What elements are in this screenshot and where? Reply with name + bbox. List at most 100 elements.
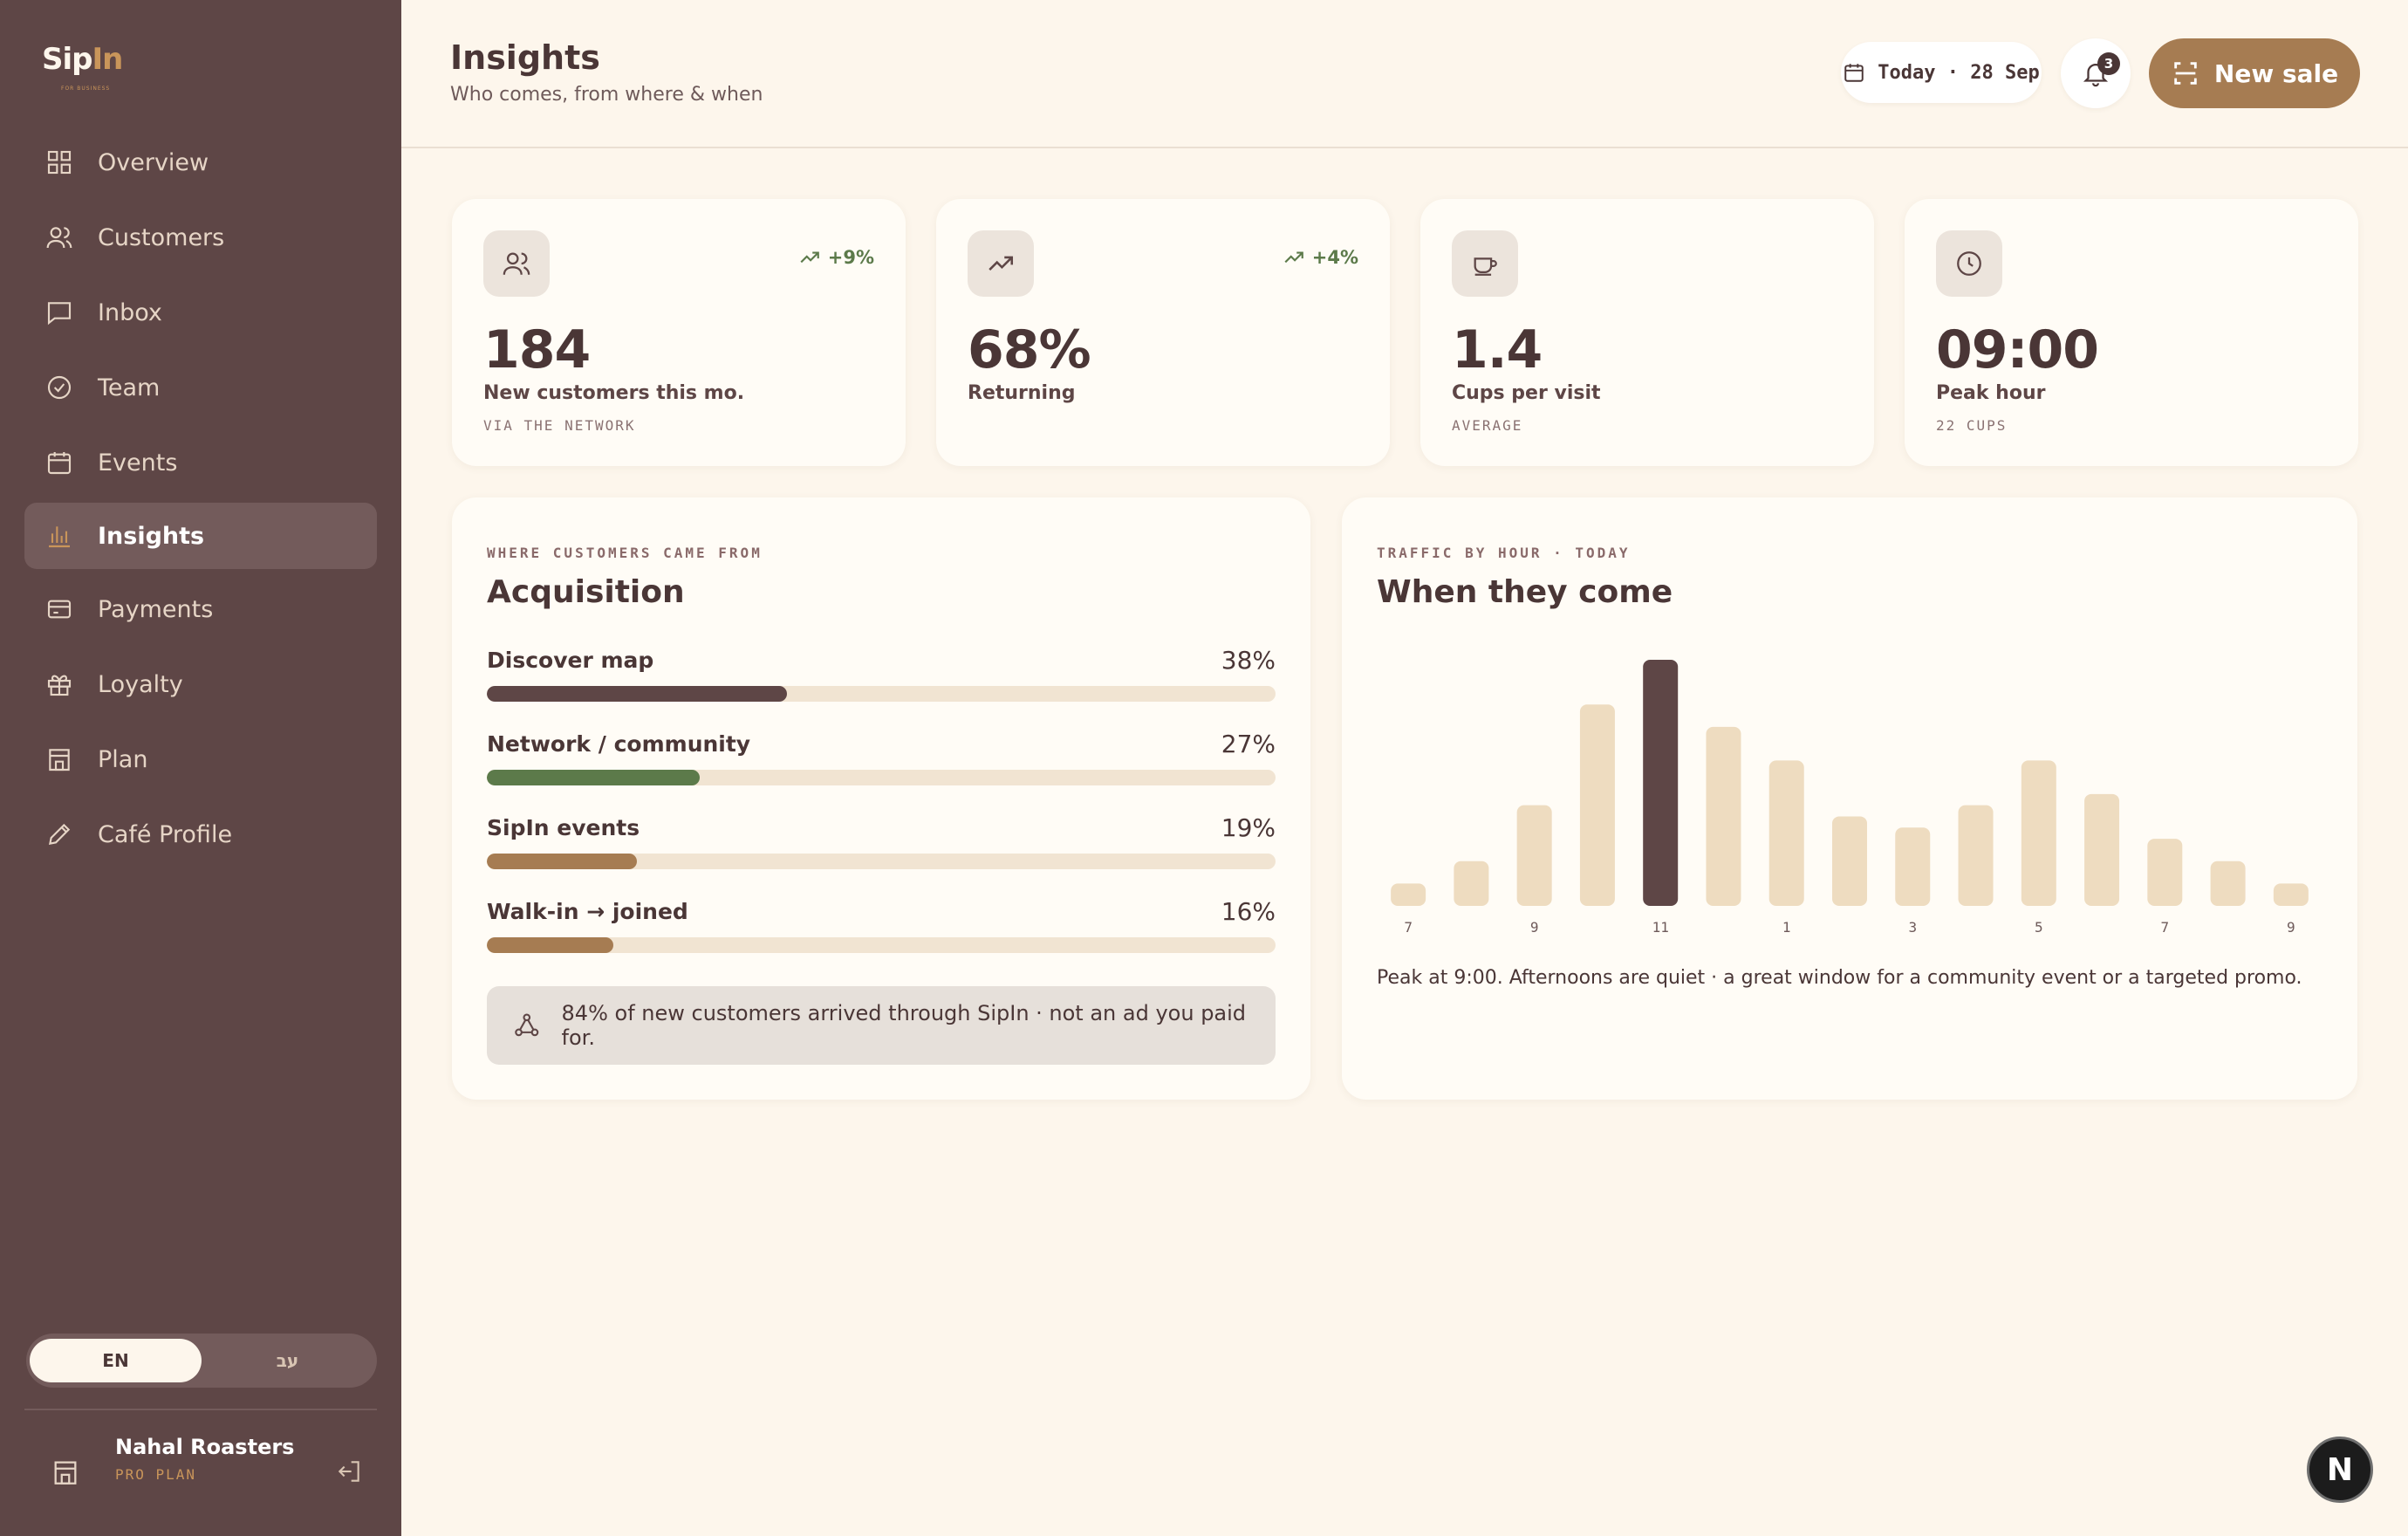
kpi-label: Returning	[968, 382, 1076, 404]
chart-bar	[2147, 839, 2183, 906]
chart-bar	[1895, 827, 1931, 906]
brand-logo[interactable]: SipIn	[42, 42, 123, 77]
chart-bar	[2273, 883, 2309, 906]
chart-bar	[1516, 805, 1552, 906]
chart-bar	[1454, 861, 1489, 906]
store-icon	[49, 749, 70, 771]
acquisition-label: Network / community	[487, 731, 751, 757]
acquisition-row: SipIn events 19%	[487, 813, 1276, 876]
kpi-value: 184	[483, 319, 591, 381]
chart-tick-label: 7	[1404, 919, 1413, 936]
sidebar-item-label: Payments	[98, 595, 214, 623]
language-option-en[interactable]: EN	[30, 1339, 202, 1382]
progress-track	[487, 770, 1276, 785]
badge-check-icon	[47, 375, 72, 400]
acquisition-label: Discover map	[487, 648, 654, 673]
sidebar-item-team[interactable]: Team	[24, 354, 377, 421]
bar-chart-icon	[49, 526, 70, 548]
kpi-sub: 22 CUPS	[1936, 417, 2008, 434]
users-icon	[503, 252, 530, 275]
chart-tick-label: 3	[1908, 919, 1917, 936]
account-name: Nahal Roasters	[115, 1435, 295, 1459]
kpi-card-peak-hour: 09:00 Peak hour 22 CUPS	[1905, 199, 2358, 466]
clock-icon	[1957, 251, 1981, 276]
sidebar-item-customers[interactable]: Customers	[24, 204, 377, 271]
users-icon	[46, 227, 72, 249]
help-button[interactable]: N	[2307, 1437, 2373, 1503]
kpi-value: 09:00	[1936, 319, 2099, 381]
sidebar-item-label: Inbox	[98, 298, 162, 326]
kpi-icon-box	[483, 230, 550, 297]
sidebar-item-label: Loyalty	[98, 670, 183, 698]
chat-icon	[47, 302, 72, 326]
date-label: Today · 28 Sep	[1878, 61, 2040, 84]
chart-tick-label: 9	[1530, 919, 1539, 936]
kpi-label: New customers this mo.	[483, 382, 745, 404]
kpi-card-cups-per-visit: 1.4 Cups per visit AVERAGE	[1420, 199, 1874, 466]
trend-up-icon	[800, 251, 819, 264]
date-picker-button[interactable]: Today · 28 Sep	[1841, 42, 2042, 103]
kpi-value: 68%	[968, 319, 1091, 381]
sidebar-item-label: Insights	[98, 522, 205, 550]
notification-badge: 3	[2097, 52, 2120, 75]
trend-up-icon	[1284, 251, 1303, 264]
acquisition-label: Walk-in → joined	[487, 899, 688, 924]
chart-tick-label: 9	[2287, 919, 2295, 936]
notifications-button[interactable]: 3	[2061, 38, 2131, 108]
progress-fill	[487, 770, 701, 785]
sidebar-item-plan[interactable]: Plan	[24, 726, 377, 792]
sidebar-item-cafe-profile[interactable]: Café Profile	[24, 801, 377, 867]
kpi-icon-box	[968, 230, 1034, 297]
acquisition-percent: 19%	[1221, 813, 1276, 842]
kpi-value: 1.4	[1452, 319, 1543, 381]
calendar-icon	[1844, 64, 1864, 82]
chart-bar	[1391, 883, 1426, 906]
acquisition-note: 84% of new customers arrived through Sip…	[487, 986, 1276, 1065]
chart-bar	[2021, 760, 2056, 906]
sidebar-item-inbox[interactable]: Inbox	[24, 279, 377, 346]
acquisition-row: Network / community 27%	[487, 730, 1276, 792]
kpi-label: Cups per visit	[1452, 382, 1601, 404]
progress-track	[487, 937, 1276, 953]
chart-bar	[2084, 793, 2120, 906]
acquisition-row: Discover map 38%	[487, 646, 1276, 709]
store-icon	[54, 1461, 77, 1485]
sidebar-item-overview[interactable]: Overview	[24, 129, 377, 195]
panel-title: When they come	[1377, 574, 1673, 610]
progress-fill	[487, 937, 613, 953]
sidebar-item-label: Events	[98, 449, 178, 477]
sidebar-item-payments[interactable]: Payments	[24, 576, 377, 642]
progress-fill	[487, 686, 787, 702]
logout-icon[interactable]	[335, 1457, 363, 1485]
kpi-icon-box	[1936, 230, 2002, 297]
sidebar-item-label: Overview	[98, 148, 209, 176]
progress-fill	[487, 854, 637, 869]
sidebar-item-insights[interactable]: Insights	[24, 503, 377, 569]
sidebar-item-label: Plan	[98, 745, 148, 773]
sidebar-item-loyalty[interactable]: Loyalty	[24, 651, 377, 717]
coffee-cup-icon	[1474, 257, 1497, 276]
sidebar-item-label: Customers	[98, 223, 225, 251]
trend-up-icon	[989, 256, 1014, 271]
sidebar-item-label: Café Profile	[98, 820, 233, 848]
sidebar-item-label: Team	[98, 374, 161, 401]
kpi-sub: VIA THE NETWORK	[483, 417, 636, 434]
kpi-icon-box	[1452, 230, 1518, 297]
page-title: Insights	[450, 38, 600, 77]
network-icon	[515, 1013, 539, 1037]
chart-bar	[1643, 660, 1679, 906]
new-sale-button[interactable]: New sale	[2149, 38, 2360, 108]
sidebar-item-events[interactable]: Events	[24, 429, 377, 496]
panel-eyebrow: WHERE CUSTOMERS CAME FROM	[487, 545, 763, 561]
chart-caption: Peak at 9:00. Afternoons are quiet · a g…	[1377, 967, 2302, 989]
language-option-he[interactable]: עב	[276, 1350, 299, 1371]
kpi-label: Peak hour	[1936, 382, 2046, 404]
chart-bar	[1768, 760, 1804, 906]
page-subtitle: Who comes, from where & when	[450, 84, 763, 106]
chart-bar	[2210, 861, 2246, 906]
gift-icon	[47, 675, 72, 696]
sidebar-divider	[24, 1409, 377, 1410]
panel-title: Acquisition	[487, 574, 685, 610]
kpi-delta: +9%	[798, 246, 874, 269]
credit-card-icon	[47, 600, 72, 619]
